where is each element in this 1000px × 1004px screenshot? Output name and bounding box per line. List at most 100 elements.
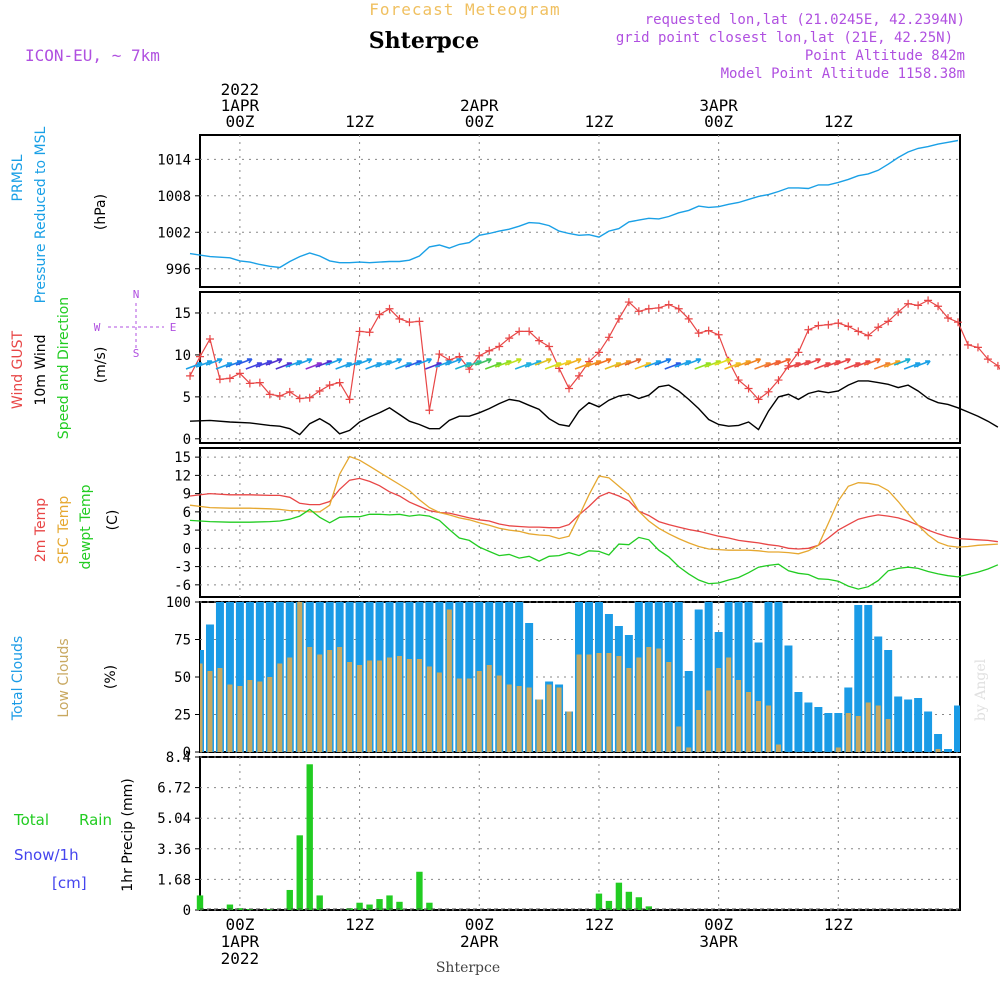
gust-marker xyxy=(714,330,723,339)
wind-arrow xyxy=(325,358,343,366)
gust-marker xyxy=(614,314,623,323)
total-cloud-bar xyxy=(255,602,264,752)
total-cloud-bar xyxy=(934,734,943,752)
compass-north: N xyxy=(133,288,140,301)
ylabel-low-clouds: Low Clouds xyxy=(56,638,72,717)
low-cloud-bar xyxy=(426,666,432,752)
gust-marker xyxy=(634,307,643,316)
ylabel-percent: (%) xyxy=(103,665,119,689)
low-cloud-bar xyxy=(387,657,392,752)
low-cloud-bar xyxy=(526,687,532,752)
total-cloud-bar xyxy=(924,711,933,752)
precip-bar xyxy=(296,835,303,910)
legend-cm: [cm] xyxy=(52,874,87,892)
gust-marker xyxy=(963,340,972,349)
time-label-top: 3APR xyxy=(699,96,738,115)
y-tick-label: 5.04 xyxy=(157,811,191,827)
gust-marker xyxy=(395,314,404,323)
low-cloud-bar xyxy=(616,656,622,752)
precip-bar xyxy=(635,897,643,910)
total-cloud-bar xyxy=(235,602,244,752)
wind-arrow xyxy=(893,358,911,366)
total-cloud-bar xyxy=(674,602,683,752)
compass-west: W xyxy=(94,321,101,334)
low-cloud-bar xyxy=(835,747,841,752)
gust-marker xyxy=(594,348,603,357)
low-cloud-bar xyxy=(476,671,482,752)
wind-arrow xyxy=(534,358,552,366)
gust-marker xyxy=(215,375,224,384)
wind-arrow xyxy=(834,358,851,366)
total-cloud-bar xyxy=(774,602,783,752)
y-tick-label: 75 xyxy=(174,633,191,649)
gust-marker xyxy=(894,308,903,317)
low-cloud-bar xyxy=(646,647,652,752)
low-cloud-bar xyxy=(706,690,712,752)
total-cloud-bar xyxy=(455,602,464,752)
info-line-4: Model Point Altitude 1158.38m xyxy=(721,66,965,82)
gust-marker xyxy=(515,327,524,336)
gust-marker xyxy=(365,328,374,337)
time-label-bottom: 12Z xyxy=(824,915,853,934)
low-cloud-bar xyxy=(666,662,672,752)
y-tick-label: 9 xyxy=(183,487,191,503)
legend-snow: Snow/1h xyxy=(14,846,79,864)
wind-arrow xyxy=(744,358,762,366)
gust-marker xyxy=(435,350,444,359)
time-label-bottom: 2APR xyxy=(460,932,499,951)
low-cloud-bar xyxy=(317,654,323,752)
low-cloud-bar xyxy=(746,692,752,752)
gust-marker xyxy=(485,346,494,355)
low-cloud-bar xyxy=(566,711,572,752)
time-label-bottom: 00Z xyxy=(225,915,254,934)
total-cloud-bar xyxy=(804,702,813,752)
total-cloud-bar xyxy=(794,692,803,752)
total-cloud-bar xyxy=(864,605,873,752)
total-cloud-bar xyxy=(854,605,863,752)
gust-marker xyxy=(325,381,334,390)
total-cloud-bar xyxy=(904,699,913,752)
low-cloud-bar xyxy=(775,744,781,752)
low-cloud-bar xyxy=(855,716,861,752)
low-cloud-bar xyxy=(456,678,462,752)
total-cloud-bar xyxy=(734,602,743,752)
precip-bar xyxy=(196,895,204,910)
y-tick-label: -6 xyxy=(174,578,191,594)
precip-bar xyxy=(246,909,254,910)
total-cloud-bar xyxy=(505,602,514,752)
compass-cross xyxy=(108,303,164,350)
total-cloud-bar xyxy=(824,713,833,752)
model-label: ICON-EU, ~ 7km xyxy=(25,46,160,65)
precip-bar xyxy=(386,895,393,910)
low-cloud-bar xyxy=(636,657,642,752)
total-cloud-bar xyxy=(704,602,713,752)
y-tick-label: 0 xyxy=(183,432,191,448)
panel-frame-1 xyxy=(199,291,961,444)
precip-bar xyxy=(356,902,363,910)
time-label-bottom: 00Z xyxy=(704,915,733,934)
low-cloud-bar xyxy=(865,702,871,752)
ylabel-total-clouds: Total Clouds xyxy=(10,636,26,721)
wind-arrow xyxy=(564,358,582,366)
gust-marker xyxy=(834,319,843,328)
info-line-2: grid point closest lon,lat (21E, 42.25N) xyxy=(616,30,953,46)
gust-marker xyxy=(495,342,504,351)
wind-arrow xyxy=(654,358,672,366)
wind-arrow xyxy=(445,358,462,366)
total-cloud-bar xyxy=(944,749,953,752)
low-cloud-bar xyxy=(676,726,682,752)
total-cloud-bar xyxy=(764,602,773,752)
gust-marker xyxy=(644,304,653,313)
precip-bar xyxy=(376,899,383,910)
total-cloud-bar xyxy=(515,602,524,752)
low-cloud-bar xyxy=(396,656,402,752)
precip-bar xyxy=(316,895,323,910)
low-cloud-bar xyxy=(606,653,612,752)
low-cloud-bar xyxy=(237,686,243,752)
gust-marker xyxy=(345,395,354,404)
precip-bar xyxy=(426,902,433,910)
gust-marker xyxy=(565,384,574,393)
low-cloud-bar xyxy=(586,654,592,752)
precip-bar xyxy=(236,908,244,910)
panel-frame-0 xyxy=(199,134,961,288)
